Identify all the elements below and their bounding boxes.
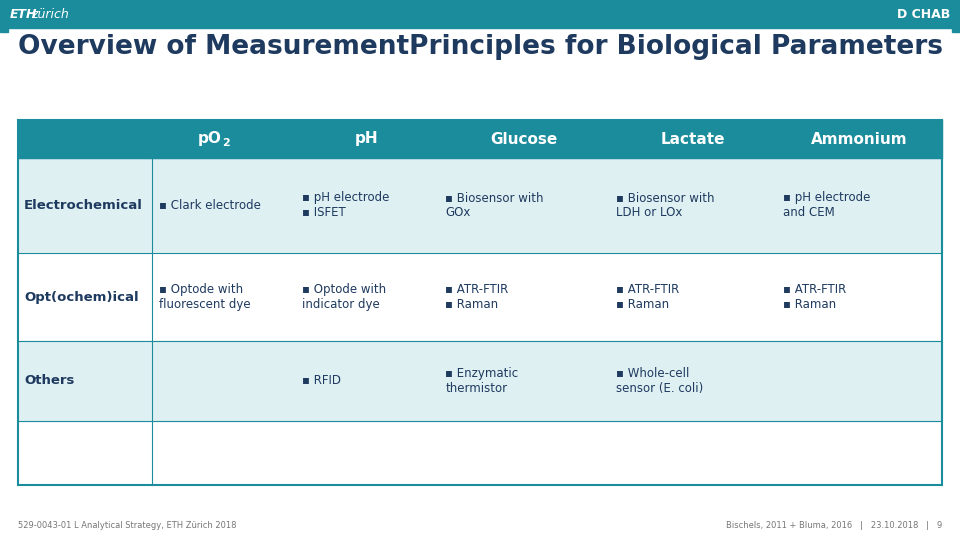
Bar: [0, 28, 8, 32]
Bar: [952, 28, 960, 32]
Text: ▪ pH electrode: ▪ pH electrode: [782, 192, 870, 205]
Text: ▪ Optode with: ▪ Optode with: [159, 283, 243, 296]
Bar: [18, 341, 942, 421]
Text: thermistor: thermistor: [445, 382, 508, 395]
Text: Bischels, 2011 + Bluma, 2016   |   23.10.2018   |   9: Bischels, 2011 + Bluma, 2016 | 23.10.201…: [726, 521, 942, 530]
Bar: [18, 158, 942, 253]
Text: 529-0043-01 L Analytical Strategy, ETH Zürich 2018: 529-0043-01 L Analytical Strategy, ETH Z…: [18, 521, 236, 530]
Text: ▪ pH electrode: ▪ pH electrode: [302, 192, 390, 205]
Text: D CHAB: D CHAB: [897, 8, 950, 21]
Text: zürich: zürich: [31, 8, 69, 21]
Text: and CEM: and CEM: [782, 206, 834, 219]
Text: ▪ Clark electrode: ▪ Clark electrode: [159, 199, 261, 212]
Text: ▪ ISFET: ▪ ISFET: [302, 206, 346, 219]
Text: ▪ Biosensor with: ▪ Biosensor with: [445, 192, 544, 205]
Text: Others: Others: [24, 375, 74, 388]
Text: fluorescent dye: fluorescent dye: [159, 298, 251, 311]
Text: ▪ Optode with: ▪ Optode with: [302, 283, 386, 296]
Text: ▪ Raman: ▪ Raman: [445, 298, 498, 311]
Text: pH: pH: [355, 132, 378, 146]
Text: ▪ Raman: ▪ Raman: [616, 298, 669, 311]
Text: ▪ ATR-FTIR: ▪ ATR-FTIR: [616, 283, 680, 296]
Text: ▪ ATR-FTIR: ▪ ATR-FTIR: [445, 283, 509, 296]
Text: ETH: ETH: [10, 8, 37, 21]
Text: Overview of MeasurementPrinciples for Biological Parameters: Overview of MeasurementPrinciples for Bi…: [18, 34, 943, 60]
Bar: [0, 0, 960, 28]
Text: LDH or LOx: LDH or LOx: [616, 206, 683, 219]
Text: Electrochemical: Electrochemical: [24, 199, 143, 212]
Bar: [18, 120, 942, 158]
Text: GOx: GOx: [445, 206, 470, 219]
Bar: [18, 120, 942, 485]
Text: Opt(ochem)ical: Opt(ochem)ical: [24, 291, 138, 303]
Bar: [18, 253, 942, 341]
Text: indicator dye: indicator dye: [302, 298, 380, 311]
Text: 2: 2: [223, 138, 230, 147]
Text: ▪ ATR-FTIR: ▪ ATR-FTIR: [782, 283, 846, 296]
Text: Lactate: Lactate: [660, 132, 725, 146]
Text: ▪ RFID: ▪ RFID: [302, 375, 341, 388]
Text: ▪ Enzymatic: ▪ Enzymatic: [445, 367, 518, 380]
Text: ▪ Raman: ▪ Raman: [782, 298, 836, 311]
Text: pO: pO: [198, 132, 222, 146]
Text: ▪ Biosensor with: ▪ Biosensor with: [616, 192, 715, 205]
Text: Ammonium: Ammonium: [810, 132, 907, 146]
Text: Glucose: Glucose: [491, 132, 558, 146]
Text: ▪ Whole-cell: ▪ Whole-cell: [616, 367, 689, 380]
Text: sensor (E. coli): sensor (E. coli): [616, 382, 704, 395]
